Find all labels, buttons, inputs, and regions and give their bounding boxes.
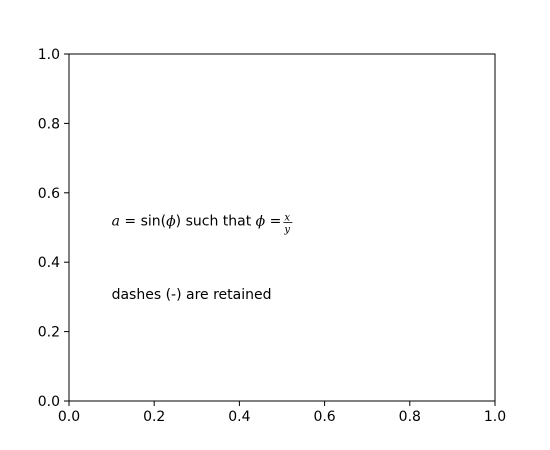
x-tick-label: 0.4 bbox=[228, 409, 250, 425]
y-axis: 0.0 0.2 0.4 0.6 0.8 1.0 bbox=[38, 47, 69, 410]
annotation-math-phi: ϕ bbox=[166, 214, 176, 230]
y-tick-label: 0.8 bbox=[38, 116, 60, 132]
annotation-dashes: dashes (-) are retained bbox=[112, 287, 272, 303]
x-tick-label: 0.6 bbox=[313, 409, 335, 425]
y-tick-label: 0.6 bbox=[38, 186, 60, 202]
y-tick-label: 0.4 bbox=[38, 255, 60, 271]
annotation-math-eq-sin: = sin( bbox=[120, 214, 166, 230]
annotation-math-numerator: x bbox=[284, 213, 290, 224]
annotation-math-phi-2: ϕ bbox=[256, 214, 266, 230]
annotation-math-var-a: a bbox=[112, 214, 120, 230]
annotation-math-denominator: y bbox=[283, 225, 290, 236]
x-tick-label: 0.8 bbox=[399, 409, 421, 425]
x-tick-label: 1.0 bbox=[484, 409, 506, 425]
x-axis: 0.0 0.2 0.4 0.6 0.8 1.0 bbox=[58, 401, 506, 425]
y-tick-label: 1.0 bbox=[38, 47, 60, 63]
annotation-math-such-that: such that bbox=[181, 214, 256, 230]
x-tick-label: 0.2 bbox=[143, 409, 165, 425]
x-tick-label: 0.0 bbox=[58, 409, 80, 425]
annotation-math-close-paren: ) bbox=[176, 214, 181, 230]
y-tick-label: 0.0 bbox=[38, 394, 60, 410]
y-tick-label: 0.2 bbox=[38, 325, 60, 341]
annotation-math-eq-2: = bbox=[265, 214, 281, 230]
plot-area bbox=[68, 53, 496, 402]
annotation-math: a = sin(ϕ) such that ϕ = bbox=[112, 214, 282, 230]
